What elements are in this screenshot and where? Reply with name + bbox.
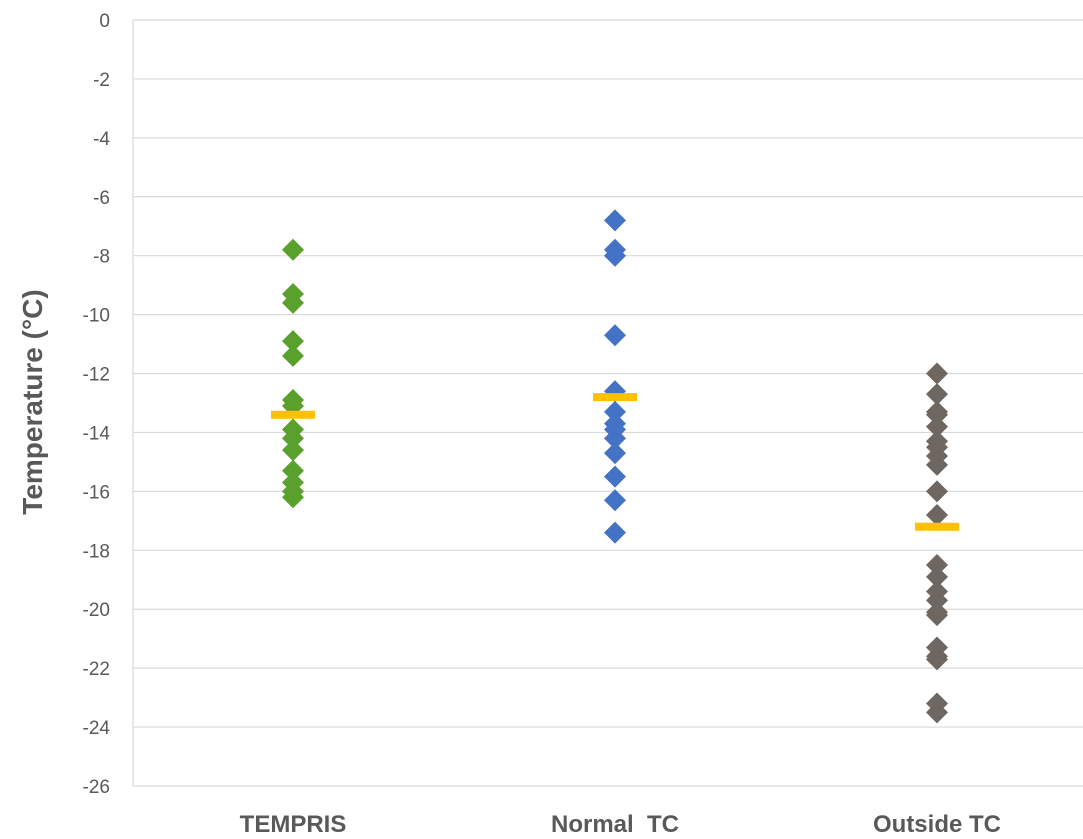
data-point: [282, 344, 304, 367]
data-point: [604, 324, 626, 347]
y-tick-label: -16: [83, 482, 110, 503]
y-tick-label: -20: [83, 600, 110, 621]
data-point: [926, 453, 948, 476]
data-point: [282, 330, 304, 353]
y-tick-label: -6: [93, 188, 110, 209]
y-tick-label: -26: [83, 777, 110, 798]
data-point: [282, 439, 304, 462]
data-point: [926, 383, 948, 406]
data-point: [282, 427, 304, 450]
y-tick-label: -14: [83, 423, 111, 444]
data-point: [604, 465, 626, 488]
y-tick-label: -8: [93, 247, 110, 268]
x-category-label: Outside TC: [873, 811, 1001, 838]
data-point: [926, 480, 948, 503]
x-category-label: TEMPRIS: [240, 811, 347, 838]
data-point: [604, 244, 626, 267]
data-point: [926, 415, 948, 438]
data-point: [926, 362, 948, 385]
data-point: [282, 486, 304, 509]
y-tick-label: -4: [93, 129, 110, 150]
data-point: [926, 589, 948, 612]
y-axis-title: Temperature (°C): [17, 289, 48, 514]
data-point: [604, 400, 626, 423]
data-point: [282, 291, 304, 314]
data-point: [604, 521, 626, 544]
data-point: [926, 701, 948, 724]
data-point: [926, 403, 948, 426]
data-point: [926, 565, 948, 588]
y-tick-label: -22: [83, 659, 110, 680]
x-category-label: Normal TC: [551, 811, 679, 838]
data-point: [604, 442, 626, 465]
y-tick-label: -2: [93, 70, 110, 91]
gridlines: [132, 19, 1083, 787]
y-tick-label: 0: [99, 11, 110, 32]
data-point: [926, 554, 948, 577]
mean-marker: [593, 393, 637, 402]
data-point: [926, 604, 948, 627]
data-point: [282, 459, 304, 482]
data-point: [604, 489, 626, 512]
mean-marker: [271, 410, 315, 419]
y-tick-label: -10: [83, 306, 110, 327]
data-point: [926, 503, 948, 526]
x-axis-categories: TEMPRIS Normal TC Outside TC: [240, 811, 1001, 838]
mean-marker: [915, 522, 959, 531]
y-tick-label: -18: [83, 541, 110, 562]
data-point: [926, 648, 948, 671]
data-point: [282, 238, 304, 261]
y-tick-label: -24: [83, 718, 111, 739]
data-point: [604, 209, 626, 232]
mean-markers: [271, 393, 959, 531]
data-points: [282, 209, 948, 724]
data-point: [604, 427, 626, 450]
y-axis-ticks: 0 -2 -4 -6 -8 -10 -12 -14 -16 -18 -20 -22 -24 -26: [83, 11, 111, 798]
y-tick-label: -12: [83, 365, 110, 386]
